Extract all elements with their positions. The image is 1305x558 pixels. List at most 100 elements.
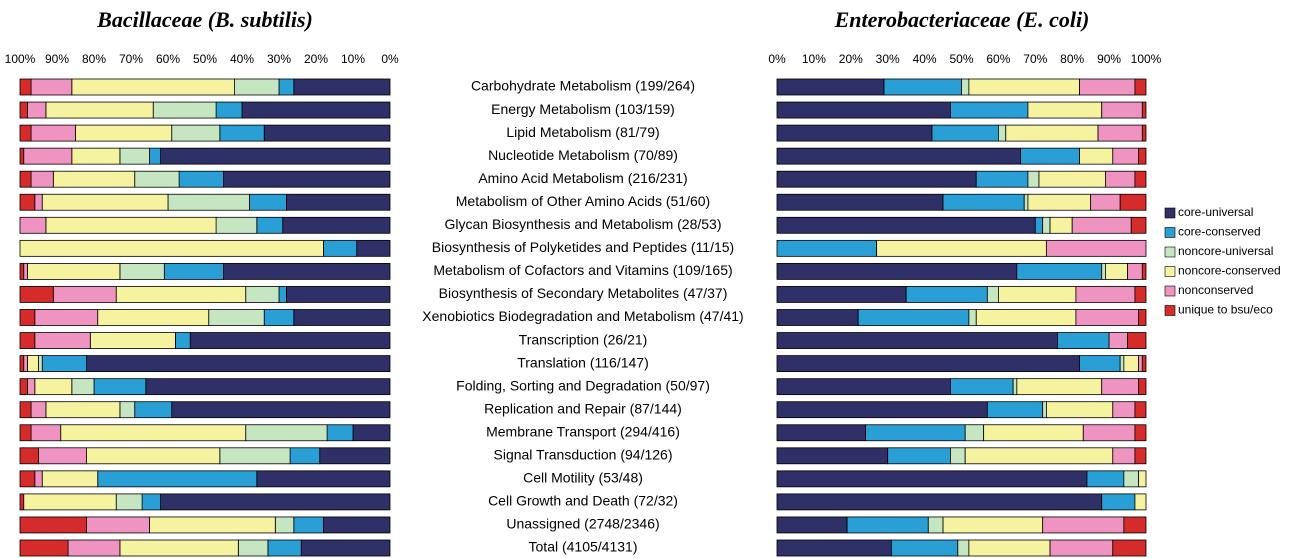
bar-segment [23,147,73,165]
bar-segment [41,355,88,373]
bar-segment [776,332,1058,349]
bar-segment [34,378,73,396]
bar-segment [776,101,951,119]
bar-segment [1141,262,1147,280]
bar-segment [171,124,221,142]
bar-segment [293,309,391,326]
category-label: Nucleotide Metabolism (70/89) [488,147,678,163]
x-tick-label: 0% [381,52,399,66]
bar-segment [119,147,150,165]
bar-segment [776,78,885,96]
chart-title: Enterobacteriaceae (E. coli) [834,7,1090,32]
bar-segment [986,286,999,303]
bar-segment [975,170,1029,188]
bar-segment [19,378,28,396]
bar-segment [30,401,47,419]
bar-segment [968,539,1051,557]
legend-swatch [1164,246,1176,258]
bar-segment [19,447,39,465]
bar-segment [964,424,985,442]
bar-segment [1045,401,1114,419]
bar-segment [876,239,1047,257]
bar-segment [1105,262,1128,280]
bar-segment [776,170,977,188]
bar-segment [1079,147,1114,165]
bar-segment [1049,539,1114,557]
bar-segment [1023,193,1029,211]
bar-segment [237,539,269,557]
bar-segment [1119,193,1147,211]
bar-segment [293,78,391,96]
category-label: Metabolism of Cofactors and Vitamins (10… [433,262,732,278]
bar-segment [26,101,47,119]
x-tick-label: 90% [45,52,69,66]
bar-segment [134,401,173,419]
bar-segment [352,424,391,442]
bar-segment [776,216,1036,234]
bar-segment [1138,147,1147,165]
bar-segment [1016,262,1103,280]
legend-label: unique to bsu/eco [1178,303,1273,317]
legend-swatch [1164,207,1176,219]
bar-segment [67,539,121,557]
bar-segment [776,539,892,557]
x-tick-label: 10% [802,52,826,66]
bar-segment [1101,262,1106,280]
bar-segment [89,332,176,349]
bar-segment [41,470,99,488]
bar-segment [998,286,1077,303]
bar-segment [19,239,324,257]
bar-segment [1112,401,1136,419]
bar-segment [1105,170,1136,188]
bar-segment [93,378,147,396]
bar-segment [19,78,32,96]
bar-segment [45,401,121,419]
bar-segment [234,78,280,96]
category-label: Transcription (26/21) [519,331,648,347]
bar-segment [1071,216,1132,234]
bar-segment [968,309,977,326]
bar-segment [19,170,32,188]
legend-label: nonconserved [1178,283,1253,297]
bar-segment [256,216,284,234]
bar-segment [961,78,970,96]
bar-segment [998,124,1007,142]
bar-segment [776,262,1018,280]
bar-segment [263,124,391,142]
bar-segment [776,124,933,142]
legend-label: core-conserved [1178,225,1261,239]
bar-segment [776,493,1103,511]
x-tick-label: 90% [1097,52,1121,66]
bar-segment [26,378,36,396]
bar-segment [1042,516,1125,534]
bar-segment [1141,124,1147,142]
bar-segment [1042,401,1047,419]
x-tick-label: 30% [267,52,291,66]
bar-segment [97,470,258,488]
bar-segment [19,262,25,280]
bar-segment [1138,355,1143,373]
bar-segment [1130,216,1147,234]
bar-segment [26,355,39,373]
bar-segment [957,539,970,557]
category-label: Xenobiotics Biodegradation and Metabolis… [422,308,743,324]
legend-swatch [1164,266,1176,277]
bar-segment [1079,78,1136,96]
bar-segment [223,170,391,188]
bar-segment [115,493,143,511]
bar-segment [883,78,962,96]
bar-segment [968,78,1080,96]
x-tick-label: 80% [1060,52,1084,66]
bar-segment [278,78,295,96]
bar-segment [241,101,391,119]
bar-segment [1038,170,1106,188]
bar-segment [19,493,25,511]
bar-segment [975,309,1077,326]
bar-segment [289,447,321,465]
x-tick-label: 60% [986,52,1010,66]
bar-segment [41,193,169,211]
bar-segment [1127,262,1143,280]
bar-segment [119,539,239,557]
bar-segment [19,147,25,165]
